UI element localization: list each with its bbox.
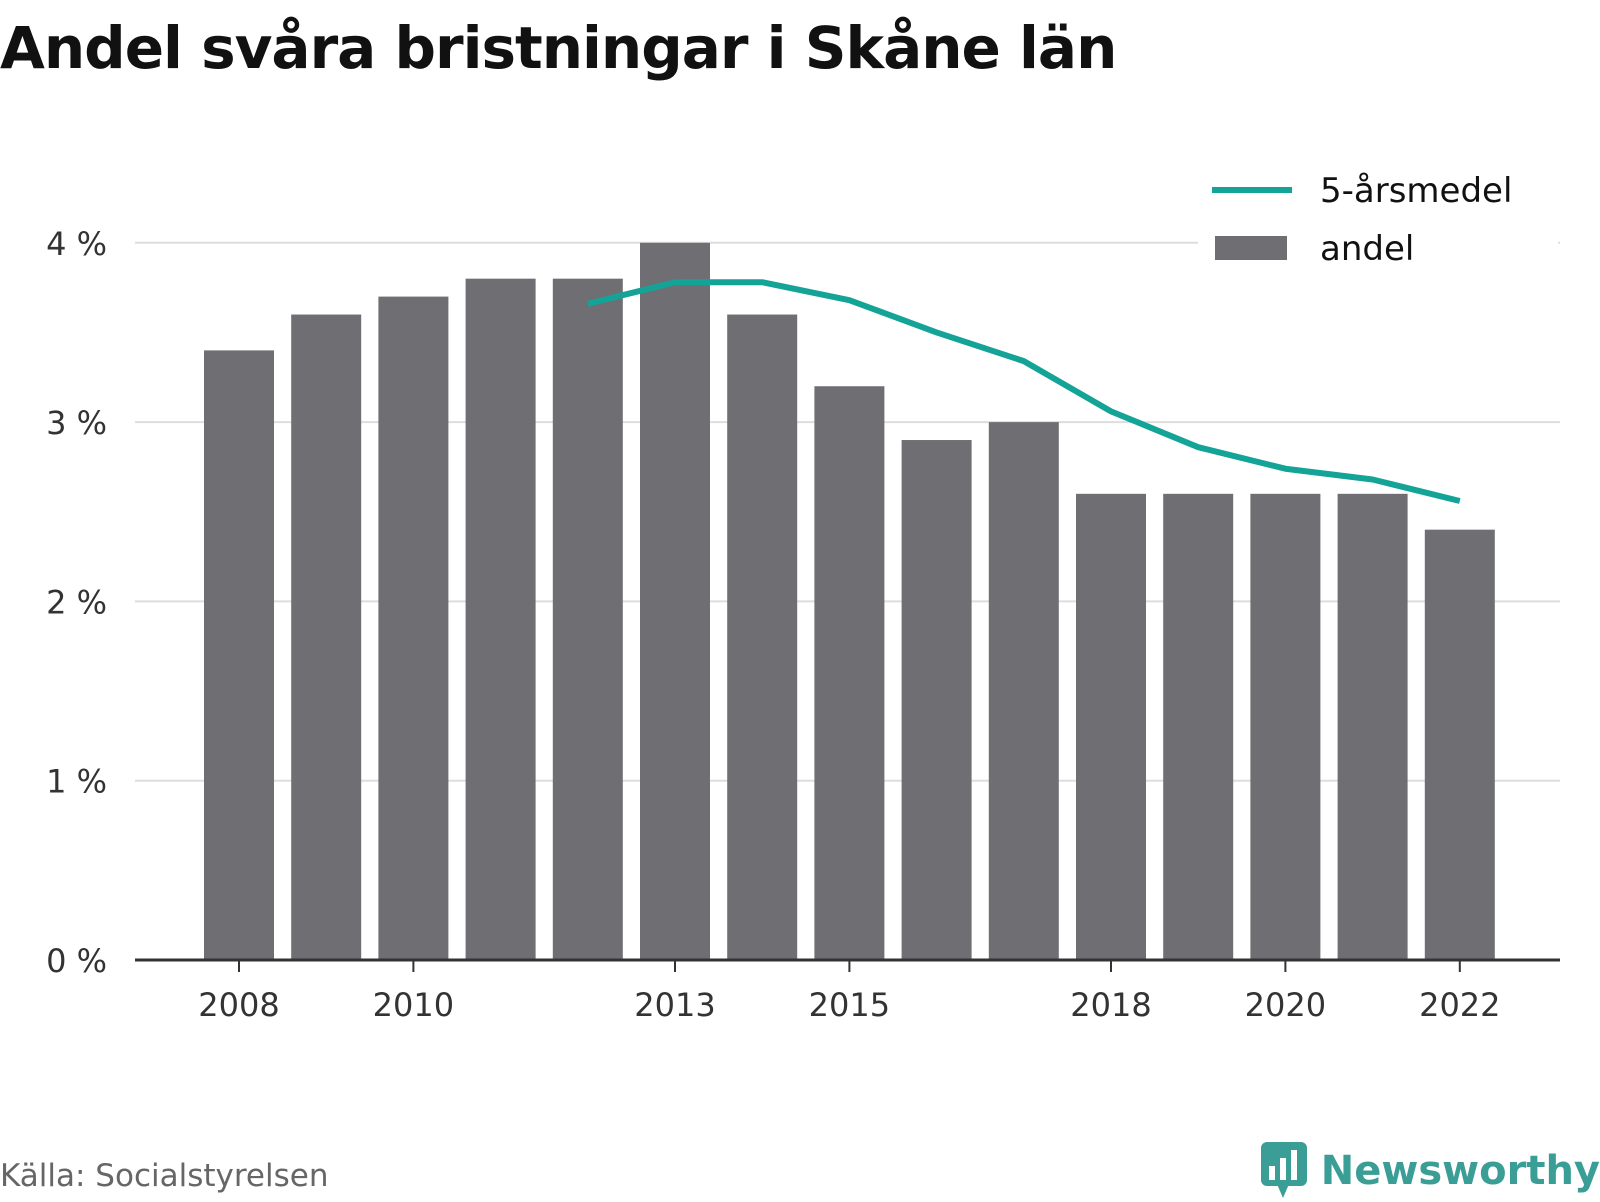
chart-title: Andel svåra bristningar i Skåne län bbox=[0, 14, 1117, 82]
bar bbox=[1337, 493, 1408, 960]
legend-label: andel bbox=[1320, 229, 1414, 269]
brand-logo: Newsworthy bbox=[1259, 1140, 1600, 1202]
bar bbox=[204, 350, 274, 960]
x-tick-label: 2018 bbox=[1070, 986, 1151, 1024]
bar bbox=[378, 296, 449, 961]
y-tick-label: 0 % bbox=[46, 942, 107, 980]
bar bbox=[1250, 493, 1321, 960]
axes: 0 % 1 % 2 % 3 % 4 % 2008 2010 2013 2015 2018 2020 2… bbox=[46, 225, 1560, 1024]
y-tick-label: 3 % bbox=[46, 404, 107, 442]
bar bbox=[1424, 529, 1495, 960]
bar bbox=[291, 314, 362, 960]
x-tick-label: 2013 bbox=[634, 986, 715, 1024]
x-tick-label: 2008 bbox=[198, 986, 279, 1024]
x-tick-label: 2015 bbox=[809, 986, 890, 1024]
x-tick-label: 2020 bbox=[1245, 986, 1326, 1024]
y-tick-label: 1 % bbox=[46, 763, 107, 801]
bar bbox=[1163, 493, 1234, 960]
five-year-average-line bbox=[587, 279, 1461, 504]
x-tick-label: 2010 bbox=[373, 986, 454, 1024]
bar bbox=[465, 278, 536, 960]
bar-series bbox=[204, 242, 1495, 961]
bar bbox=[814, 386, 885, 960]
x-tick-label: 2022 bbox=[1419, 986, 1500, 1024]
bar bbox=[727, 314, 798, 960]
y-tick-label: 4 % bbox=[46, 225, 107, 263]
bar bbox=[988, 422, 1059, 961]
newsworthy-logo-icon bbox=[1260, 1142, 1307, 1198]
legend-swatch-bar bbox=[1215, 236, 1287, 260]
bar bbox=[640, 242, 710, 961]
legend: 5-årsmedel andel bbox=[1198, 160, 1558, 280]
line-series bbox=[587, 279, 1461, 504]
source-note: Källa: Socialstyrelsen bbox=[0, 1158, 329, 1194]
bar bbox=[552, 278, 623, 960]
legend-label: 5-årsmedel bbox=[1320, 171, 1512, 211]
y-tick-label: 2 % bbox=[46, 583, 107, 621]
bar bbox=[901, 440, 972, 960]
bar bbox=[1076, 493, 1146, 960]
brand-name: Newsworthy bbox=[1320, 1148, 1600, 1194]
